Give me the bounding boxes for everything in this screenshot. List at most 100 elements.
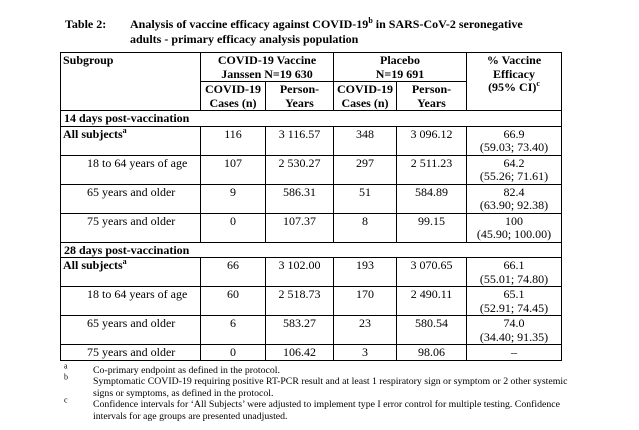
- placebo-cases-cell: 297: [333, 154, 397, 185]
- efficacy-ci: (55.01; 74.80): [479, 271, 549, 286]
- title-superscript-b: b: [368, 16, 373, 25]
- header-placebo-person-years: Person- Years: [395, 81, 468, 111]
- placebo-person-years-cell: 2 490.11: [395, 286, 468, 316]
- efficacy-value: 100: [505, 213, 524, 228]
- placebo-person-years-cell: 3 096.12: [395, 125, 468, 156]
- footnotes: a Co-primary endpoint as defined in the …: [64, 362, 639, 423]
- footnote-b: b Symptomatic COVID-19 requiring positiv…: [64, 372, 639, 399]
- header-group-row: Subgroup COVID-19 Vaccine Janssen N=19 6…: [60, 52, 563, 111]
- vaccine-cases-cell: 9: [200, 183, 266, 214]
- vaccine-cases-cell: 60: [200, 286, 266, 316]
- table-row: 75 years and older 0 107.37 8 99.15 100 …: [60, 212, 563, 243]
- placebo-cases-cell: 170: [333, 286, 397, 316]
- table-number: Table 2:: [65, 17, 107, 31]
- vaccine-person-years-cell: 2 518.73: [265, 286, 334, 316]
- table-row: 65 years and older 9 586.31 51 584.89 82…: [60, 183, 563, 214]
- subgroup-cell: 18 to 64 years of age: [60, 154, 201, 185]
- table-title-text: Analysis of vaccine efficacy against COV…: [130, 17, 570, 46]
- subgroup-cell: 65 years and older: [60, 315, 201, 345]
- vaccine-person-years-cell: 586.31: [265, 183, 334, 214]
- efficacy-table: Subgroup COVID-19 Vaccine Janssen N=19 6…: [59, 52, 563, 361]
- section-label: 14 days post-vaccination: [59, 110, 563, 127]
- vaccine-person-years-cell: 106.42: [265, 344, 334, 361]
- header-vaccine-group: COVID-19 Vaccine Janssen N=19 630: [200, 52, 334, 82]
- efficacy-ci: (63.90; 92.38): [479, 198, 549, 212]
- efficacy-cell: 66.1 (55.01; 74.80): [466, 257, 563, 287]
- header-placebo-cases: COVID-19 Cases (n): [333, 81, 397, 111]
- header-efficacy: % Vaccine Efficacy (95% CI)c: [466, 52, 563, 111]
- vaccine-person-years-cell: 3 116.57: [265, 125, 334, 156]
- subgroup-cell: 65 years and older: [60, 183, 201, 214]
- header-sub-row: COVID-19 Cases (n) Person- Years COVID-1…: [61, 81, 562, 111]
- efficacy-ci: (34.40; 91.35): [479, 329, 549, 344]
- efficacy-value: –: [511, 345, 518, 359]
- footnote-c: c Confidence intervals for ‘All Subjects…: [64, 395, 639, 422]
- table-row: All subjectsa 66 3 102.00 193 3 070.65 6…: [60, 257, 563, 287]
- efficacy-ci: (45.90; 100.00): [476, 227, 552, 241]
- footnote-marker-c: c: [64, 395, 68, 405]
- subgroup-cell: All subjectsa: [60, 125, 201, 156]
- section-row-14-days: 14 days post-vaccination: [59, 110, 563, 127]
- placebo-person-years-cell: 99.15: [395, 212, 468, 243]
- vaccine-person-years-cell: 107.37: [265, 212, 334, 243]
- title-line1: Analysis of vaccine efficacy against COV…: [130, 17, 369, 31]
- table-row: 75 years and older 0 106.42 3 98.06 –: [60, 344, 563, 361]
- header-vaccine-line2: Janssen N=19 630: [221, 66, 313, 81]
- vaccine-cases-cell: 66: [200, 257, 266, 287]
- subgroup-cell: 75 years and older: [60, 212, 201, 243]
- efficacy-superscript-c: c: [536, 79, 540, 88]
- efficacy-cell: –: [466, 344, 563, 361]
- subgroup-superscript-a: a: [122, 257, 127, 266]
- efficacy-cell: 64.2 (55.26; 71.61): [466, 154, 563, 185]
- header-subgroup: Subgroup: [60, 52, 201, 111]
- table-row: 65 years and older 6 583.27 23 580.54 74…: [60, 315, 563, 345]
- header-efficacy-line1: % Vaccine: [486, 53, 542, 67]
- title-line2: adults - primary efficacy analysis popul…: [130, 31, 359, 46]
- placebo-cases-cell: 23: [333, 315, 397, 345]
- header-efficacy-line3: (95% CI)c: [488, 79, 540, 94]
- vaccine-cases-cell: 107: [200, 154, 266, 185]
- efficacy-ci: (55.26; 71.61): [479, 169, 549, 183]
- section-label: 28 days post-vaccination: [59, 241, 563, 258]
- placebo-person-years-cell: 3 070.65: [395, 257, 468, 287]
- placebo-person-years-cell: 2 511.23: [395, 154, 468, 185]
- placebo-cases-cell: 8: [333, 212, 397, 243]
- subgroup-cell: 18 to 64 years of age: [60, 286, 201, 316]
- placebo-person-years-cell: 580.54: [395, 315, 468, 345]
- placebo-cases-cell: 348: [333, 125, 397, 156]
- header-vaccine-person-years: Person- Years: [265, 81, 334, 111]
- footnote-text: Co-primary endpoint as defined in the pr…: [93, 364, 280, 376]
- table-row: 18 to 64 years of age 60 2 518.73 170 2 …: [60, 286, 563, 316]
- efficacy-value: 74.0: [503, 316, 525, 330]
- efficacy-value: 82.4: [503, 184, 525, 199]
- vaccine-cases-cell: 116: [200, 125, 266, 156]
- header-vaccine-cases: COVID-19 Cases (n): [200, 81, 266, 111]
- placebo-cases-cell: 193: [333, 257, 397, 287]
- table-title: Table 2: Analysis of vaccine efficacy ag…: [65, 17, 639, 46]
- efficacy-ci: (52.91; 74.45): [479, 300, 549, 315]
- placebo-cases-cell: 51: [333, 183, 397, 214]
- efficacy-cell: 65.1 (52.91; 74.45): [466, 286, 563, 316]
- vaccine-cases-cell: 0: [200, 212, 266, 243]
- section-row-28-days: 28 days post-vaccination: [59, 241, 563, 258]
- footnote-a: a Co-primary endpoint as defined in the …: [64, 362, 639, 377]
- subgroup-cell: 75 years and older: [60, 344, 201, 361]
- vaccine-cases-cell: 0: [200, 344, 266, 361]
- efficacy-value: 64.2: [503, 155, 525, 170]
- header-placebo-line2: N=19 691: [375, 66, 425, 81]
- efficacy-cell: 74.0 (34.40; 91.35): [466, 315, 563, 345]
- title-line1-rest: in SARS-CoV-2 seronegative: [372, 17, 523, 31]
- footnote-text: Confidence intervals for ‘All Subjects’ …: [93, 399, 560, 422]
- table-row: All subjectsa 116 3 116.57 348 3 096.12 …: [60, 125, 563, 156]
- header-vaccine-line1: COVID-19 Vaccine: [217, 53, 317, 67]
- placebo-cases-cell: 3: [333, 344, 397, 361]
- header-placebo-group: Placebo N=19 691: [332, 52, 468, 82]
- efficacy-ci: (59.03; 73.40): [479, 140, 549, 154]
- placebo-person-years-cell: 584.89: [395, 183, 468, 214]
- vaccine-cases-cell: 6: [200, 315, 266, 345]
- placebo-person-years-cell: 98.06: [395, 344, 468, 361]
- efficacy-value: 65.1: [503, 287, 525, 301]
- footnote-text: Symptomatic COVID-19 requiring positive …: [93, 376, 568, 399]
- footnote-marker-b: b: [64, 372, 68, 382]
